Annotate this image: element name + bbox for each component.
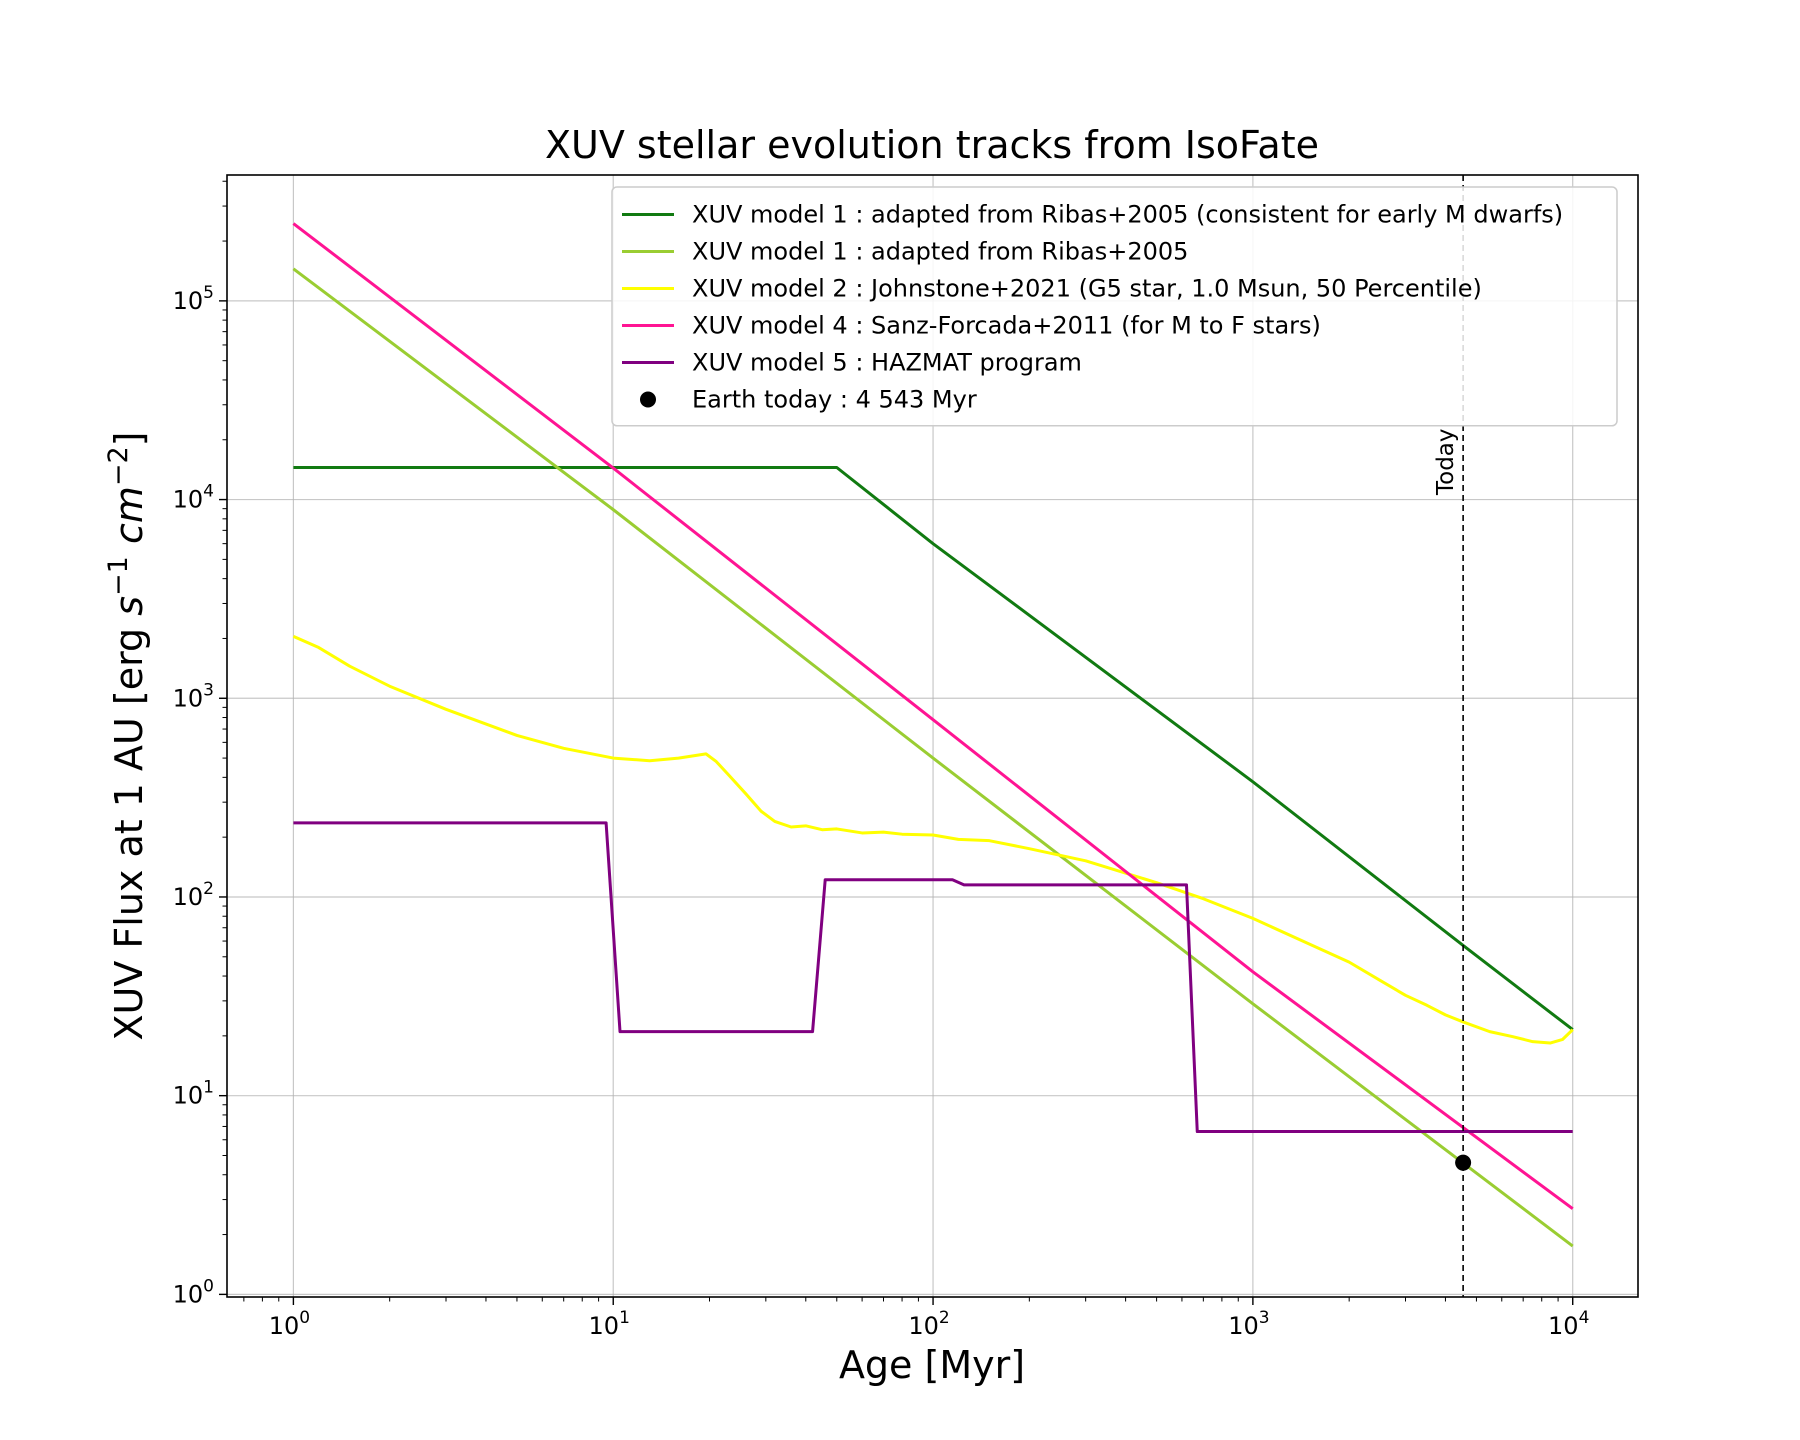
earth-marker <box>1455 1154 1472 1171</box>
series-layer <box>292 175 1574 1297</box>
legend-label-3: XUV model 2 : Johnstone+2021 (G5 star, 1… <box>692 275 1482 303</box>
series-line-1 <box>293 466 1574 1031</box>
x-tick-label: 101 <box>589 1308 630 1340</box>
legend: XUV model 1 : adapted from Ribas+2005 (c… <box>611 186 1618 427</box>
x-tick-label: 104 <box>1548 1308 1589 1340</box>
legend-marker-swatch <box>640 391 656 408</box>
series-line-2 <box>292 267 1574 1248</box>
axis-ticks: 100 101 102 103 104 100 101 102 103 104 105 <box>173 180 1589 1340</box>
x-tick-label: 102 <box>908 1308 949 1340</box>
series-line-4 <box>292 222 1574 1210</box>
y-tick-label: 100 <box>173 1276 214 1308</box>
y-tick-label: 103 <box>173 680 214 712</box>
today-label: Today <box>1433 428 1459 496</box>
legend-marker-label: Earth today : 4 543 Myr <box>692 386 977 414</box>
legend-label-1: XUV model 1 : adapted from Ribas+2005 (c… <box>692 201 1563 229</box>
x-axis-label: Age [Myr] <box>839 1343 1025 1387</box>
series-line-5 <box>293 821 1573 1134</box>
y-axis-label: XUV Flux at 1 AU [erg s−1 cm−2] <box>103 431 151 1040</box>
y-tick-label: 101 <box>173 1078 214 1110</box>
series-line-3 <box>292 634 1574 1045</box>
x-tick-label: 103 <box>1228 1308 1269 1340</box>
x-tick-label: 100 <box>269 1308 310 1340</box>
legend-label-4: XUV model 4 : Sanz-Forcada+2011 (for M t… <box>692 312 1321 340</box>
chart-title: XUV stellar evolution tracks from IsoFat… <box>545 123 1319 167</box>
legend-box <box>611 186 1618 427</box>
legend-label-5: XUV model 5 : HAZMAT program <box>692 349 1082 377</box>
y-tick-label: 105 <box>173 283 214 315</box>
legend-label-2: XUV model 1 : adapted from Ribas+2005 <box>692 238 1188 266</box>
y-tick-label: 104 <box>173 482 214 514</box>
y-tick-label: 102 <box>173 879 214 911</box>
